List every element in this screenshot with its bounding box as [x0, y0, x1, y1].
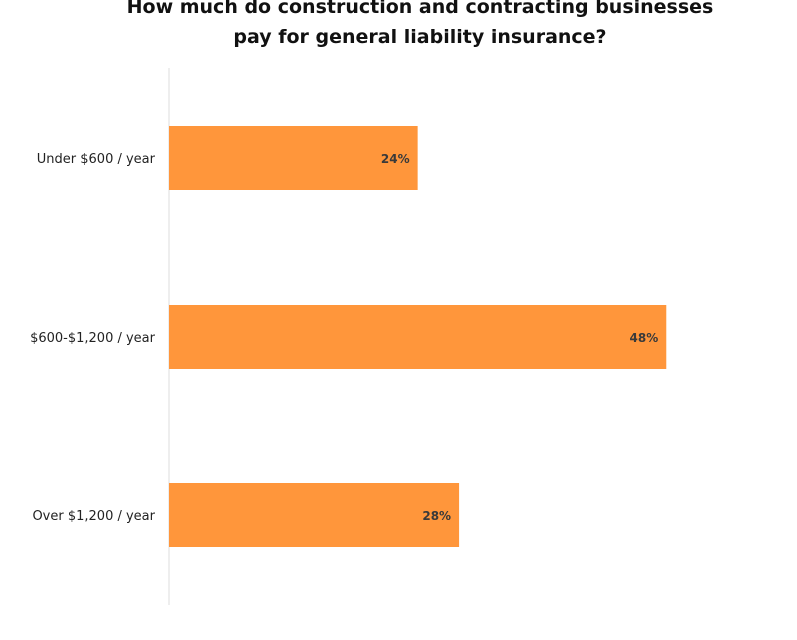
- bar: [169, 483, 460, 547]
- bar: [169, 305, 667, 369]
- bar: [169, 126, 418, 190]
- category-label: $600-$1,200 / year: [30, 331, 156, 346]
- data-label: 24%: [381, 152, 410, 166]
- category-label: Under $600 / year: [37, 152, 156, 167]
- chart-title: How much do construction and contracting…: [126, 0, 714, 48]
- category-label: Over $1,200 / year: [32, 509, 155, 524]
- data-label: 48%: [630, 331, 659, 345]
- data-label: 28%: [422, 509, 451, 523]
- bars-group: Under $600 / year 24% $600-$1,200 / year 48…: [30, 126, 667, 547]
